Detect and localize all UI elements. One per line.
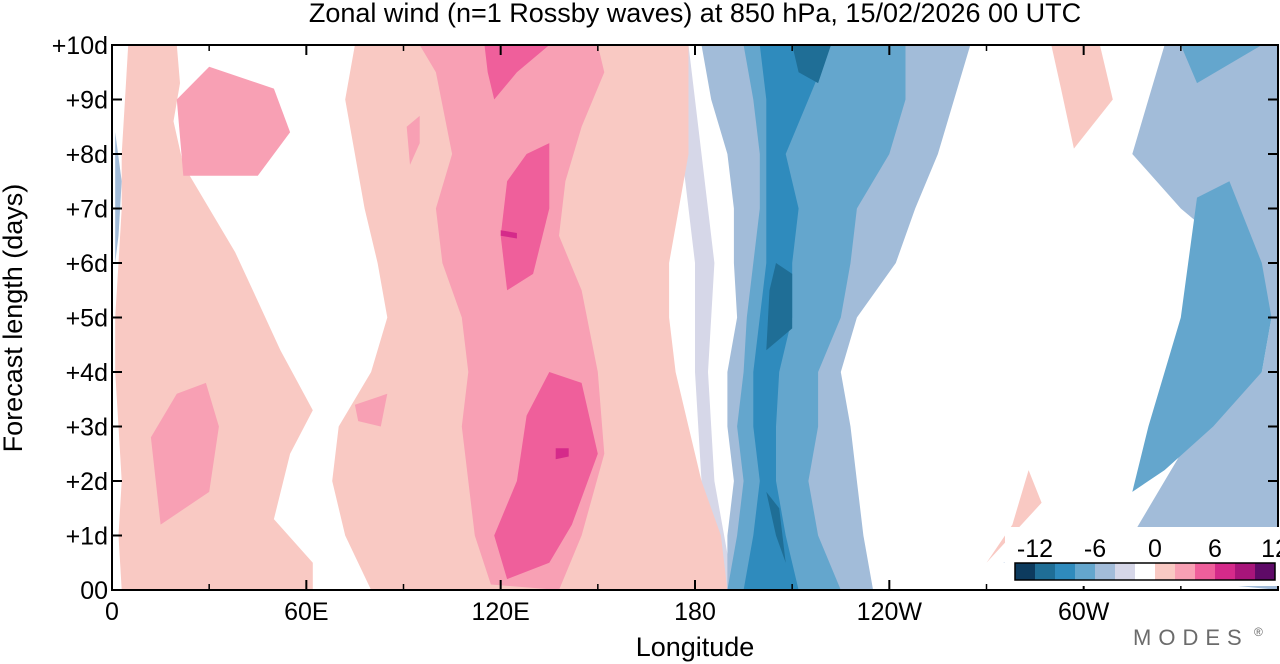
colorbar-label: 0	[1148, 535, 1162, 563]
colorbar: -12 -6 0 6 12	[1005, 527, 1280, 586]
registered-mark: ®	[1254, 625, 1263, 639]
contour-region-6	[354, 393, 388, 427]
contour-region-11	[484, 45, 550, 100]
colorbar-label: -12	[1017, 535, 1053, 563]
chart-title: Zonal wind (n=1 Rossby waves) at 850 hPa…	[309, 0, 1081, 28]
y-tick-label: +7d	[66, 196, 108, 224]
y-tick-label: +6d	[66, 250, 108, 278]
colorbar-swatch	[1035, 563, 1056, 580]
contour-region-5	[176, 66, 291, 176]
x-tick-label: 180	[674, 598, 716, 626]
colorbar-swatch	[1095, 563, 1116, 580]
colorbar-swatch	[1135, 563, 1156, 580]
colorbar-swatch	[1155, 563, 1176, 580]
contour-region-10	[500, 143, 550, 291]
y-tick-label: +10d	[52, 32, 108, 60]
contour-region-19	[1180, 45, 1262, 84]
y-tick-label: +1d	[66, 523, 108, 551]
contour-region-21	[766, 263, 793, 351]
y-tick-label: +4d	[66, 359, 108, 387]
y-axis: 00 +1d +2d +3d +4d +5d +6d +7d +8d +9d +10d	[52, 32, 1278, 605]
colorbar-swatch	[1115, 563, 1136, 580]
modes-logo: MODES ®	[1133, 625, 1263, 650]
y-axis-label: Forecast length (days)	[0, 184, 28, 453]
colorbar-swatch	[1235, 563, 1256, 580]
colorbar-swatch	[1075, 563, 1096, 580]
colorbar-swatch	[1215, 563, 1236, 580]
colorbar-swatch	[1175, 563, 1196, 580]
contour-regions	[115, 45, 1278, 590]
colorbar-swatch	[1255, 563, 1276, 580]
contour-region-2	[986, 470, 1042, 563]
colorbar-swatch	[1195, 563, 1216, 580]
contour-region-13	[500, 230, 517, 239]
y-tick-label: +2d	[66, 468, 108, 496]
colorbar-label: -6	[1084, 535, 1106, 563]
colorbar-label: 6	[1208, 535, 1222, 563]
x-tick-label: 120W	[857, 598, 923, 626]
x-tick-label: 120E	[471, 598, 529, 626]
y-tick-label: +3d	[66, 414, 108, 442]
colorbar-swatch	[1015, 563, 1036, 580]
x-tick-label: 60W	[1058, 598, 1110, 626]
x-tick-label: 0	[105, 598, 119, 626]
logo-text: MODES	[1133, 625, 1249, 650]
colorbar-label: 12	[1261, 535, 1280, 563]
contour-region-18	[1132, 181, 1272, 492]
contour-region-12	[555, 448, 569, 460]
contour-region-3	[1051, 45, 1113, 149]
contour-region-23	[792, 45, 831, 84]
contour-region-7	[406, 115, 420, 165]
contour-region-4	[150, 382, 219, 525]
contour-region-15	[1002, 45, 1278, 590]
y-tick-label: +9d	[66, 87, 108, 115]
y-tick-label: 00	[80, 577, 108, 605]
colorbar-swatch	[1055, 563, 1076, 580]
x-axis: 0 60E 120E 180 120W 60W	[105, 45, 1182, 626]
y-tick-label: +5d	[66, 305, 108, 333]
contour-region-22	[766, 491, 786, 563]
contour-region-9	[494, 372, 598, 580]
colorbar-frame	[1014, 562, 1276, 581]
contour-region-16	[115, 132, 122, 263]
contour-region-halo	[669, 45, 734, 590]
y-tick-label: +8d	[66, 141, 108, 169]
x-axis-label: Longitude	[636, 632, 755, 662]
x-tick-label: 60E	[284, 598, 328, 626]
